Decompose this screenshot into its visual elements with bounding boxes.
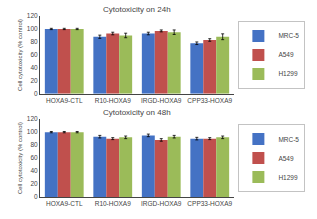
svg-text:100: 100 — [27, 128, 38, 135]
svg-text:A549: A549 — [278, 155, 294, 162]
svg-text:40: 40 — [30, 167, 38, 174]
svg-text:120: 120 — [27, 12, 38, 19]
svg-text:HOXA9-CTL: HOXA9-CTL — [46, 97, 83, 104]
svg-text:A549: A549 — [278, 51, 294, 58]
svg-text:HOXA9-CTL: HOXA9-CTL — [46, 200, 83, 207]
svg-text:80: 80 — [30, 141, 38, 148]
svg-text:40: 40 — [30, 64, 38, 71]
svg-text:20: 20 — [30, 77, 38, 84]
svg-text:Cytotoxicity on 24h: Cytotoxicity on 24h — [103, 5, 171, 14]
svg-text:R10-HOXA9: R10-HOXA9 — [95, 200, 132, 207]
svg-text:60: 60 — [30, 51, 38, 58]
svg-text:R10-HOXA9: R10-HOXA9 — [95, 97, 132, 104]
svg-text:CPP33-HOXA9: CPP33-HOXA9 — [187, 200, 232, 207]
svg-text:0: 0 — [34, 90, 38, 97]
svg-text:MRC-5: MRC-5 — [278, 32, 299, 39]
svg-text:MRC-5: MRC-5 — [278, 136, 299, 143]
svg-text:IRGD-HOXA9: IRGD-HOXA9 — [141, 200, 182, 207]
svg-text:CPP33-HOXA9: CPP33-HOXA9 — [187, 97, 232, 104]
svg-text:Cell cytotoxicity (% control): Cell cytotoxicity (% control) — [17, 19, 23, 91]
svg-text:60: 60 — [30, 154, 38, 161]
svg-text:80: 80 — [30, 38, 38, 45]
svg-text:H1299: H1299 — [278, 174, 298, 181]
svg-text:0: 0 — [34, 193, 38, 200]
svg-text:H1299: H1299 — [278, 70, 298, 77]
svg-text:Cell cytotoxicity (% control): Cell cytotoxicity (% control) — [17, 122, 23, 194]
svg-text:20: 20 — [30, 180, 38, 187]
svg-text:Cytotoxicity on 48h: Cytotoxicity on 48h — [103, 108, 171, 117]
svg-text:100: 100 — [27, 25, 38, 32]
svg-text:IRGD-HOXA9: IRGD-HOXA9 — [141, 97, 182, 104]
svg-text:120: 120 — [27, 115, 38, 122]
